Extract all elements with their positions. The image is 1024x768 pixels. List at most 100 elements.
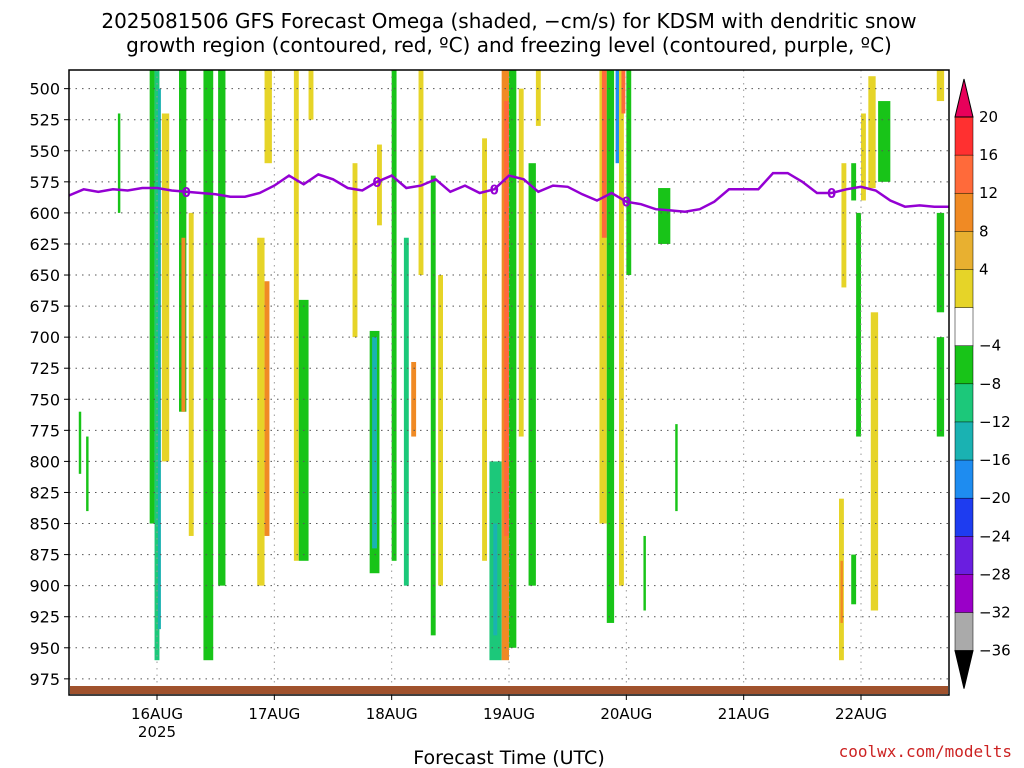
omega-cell [626,70,632,276]
colorbar-label: −20 [979,489,1011,507]
dotted-grid [69,70,949,695]
contour-label: 0 [372,176,381,191]
y-tick-label: 825 [29,483,60,502]
colorbar-band [954,269,974,309]
y-tick-label: 650 [29,266,60,285]
colorbar-label: −32 [979,604,1011,622]
colorbar-label: 8 [979,222,989,240]
colorbar-band [954,307,974,347]
freezing-level-line [68,171,949,213]
omega-cell [856,212,861,437]
y-tick-label: 600 [29,204,60,223]
chart-title: 2025081506 GFS Forecast Omega (shaded, −… [101,9,916,57]
y-tick-label: 900 [29,577,60,596]
omega-cell [615,70,620,164]
x-tick-label: 16AUG [131,705,183,723]
colorbar-band [954,192,974,233]
omega-colorbar: 20 16 12 8 4 −4 −8 −12 −16 −20 −24 −28 −32 −36 [954,78,1011,689]
y-tick-label: 700 [29,328,60,347]
colorbar-band [954,536,974,576]
colorbar-band [954,345,974,385]
omega-cell [936,337,945,437]
omega-cell [870,312,879,611]
omega-cell [161,113,170,462]
y-tick-label: 550 [29,142,60,161]
y-tick-label: 775 [29,421,60,440]
contour-label: 0 [490,183,499,198]
y-tick-label: 675 [29,297,60,316]
ground-band [70,686,948,694]
y-tick-label: 575 [29,173,60,192]
y-tick-label: 725 [29,359,60,378]
x-tick-label: 18AUG [366,705,418,723]
omega-cell [264,70,272,164]
omega-cell [188,212,194,536]
contour-label: 0 [182,186,191,201]
colorbar-label: 20 [979,108,998,126]
omega-cell [372,337,377,549]
y-tick-label: 850 [29,515,60,534]
omega-cell [264,281,270,536]
x-tick-sublabel: 2025 [138,723,176,741]
omega-cell [257,237,265,586]
colorbar-label: 12 [979,184,998,202]
omega-shading [78,70,945,661]
title-line-2: growth region (contoured, red, ºC) and f… [126,33,892,57]
x-tick-label: 19AUG [483,705,535,723]
colorbar-bottom-arrow [954,650,974,689]
y-tick-label: 500 [29,80,60,99]
omega-cell [403,237,409,586]
y-tick-label: 525 [29,111,60,130]
pressure-axis: 500 525 550 575 600 625 650 675 700 725 750 775 800 8… [29,80,69,689]
colorbar-band [954,154,974,194]
colorbar-label: −28 [979,565,1011,583]
y-tick-label: 950 [29,639,60,658]
omega-cell [936,212,945,313]
omega-cell [878,101,891,182]
x-tick-label: 20AUG [600,705,652,723]
credit-text[interactable]: coolwx.com/modelts [839,742,1012,761]
omega-cell [482,138,487,561]
omega-cell [599,70,607,524]
y-tick-label: 750 [29,390,60,409]
omega-cell [868,76,876,189]
colorbar-label: −36 [979,642,1011,660]
omega-cell [936,70,945,102]
omega-cell [154,70,160,661]
omega-cell [293,70,299,561]
omega-cell [430,175,436,636]
x-axis-title: Forecast Time (UTC) [413,747,604,768]
omega-cell [391,70,397,561]
colorbar-label: −4 [979,337,1001,355]
omega-cell [504,101,509,536]
omega-cell [643,535,646,611]
colorbar-label: −24 [979,527,1011,545]
colorbar-label: 4 [979,260,989,278]
omega-cell [157,88,161,630]
y-tick-label: 800 [29,452,60,471]
omega-cell [418,70,424,276]
omega-cell [535,70,541,126]
y-tick-label: 625 [29,235,60,254]
omega-cell [861,113,866,201]
omega-cell [203,70,214,661]
omega-cell [308,70,314,120]
colorbar-label: −16 [979,451,1011,469]
colorbar-label: −12 [979,413,1011,431]
colorbar-label: 16 [979,146,998,164]
omega-cell [658,188,671,244]
omega-cell [493,523,498,636]
omega-cell [621,70,626,114]
colorbar-band [954,116,974,156]
title-line-1: 2025081506 GFS Forecast Omega (shaded, −… [101,9,916,33]
x-tick-label: 21AUG [718,705,770,723]
omega-cell [78,411,82,474]
omega-cell [518,88,524,437]
colorbar-band [954,421,974,461]
omega-cell [528,163,536,586]
omega-cell [675,424,678,512]
colorbar-band [954,383,974,423]
colorbar-band [954,459,974,499]
omega-cell [181,237,186,412]
